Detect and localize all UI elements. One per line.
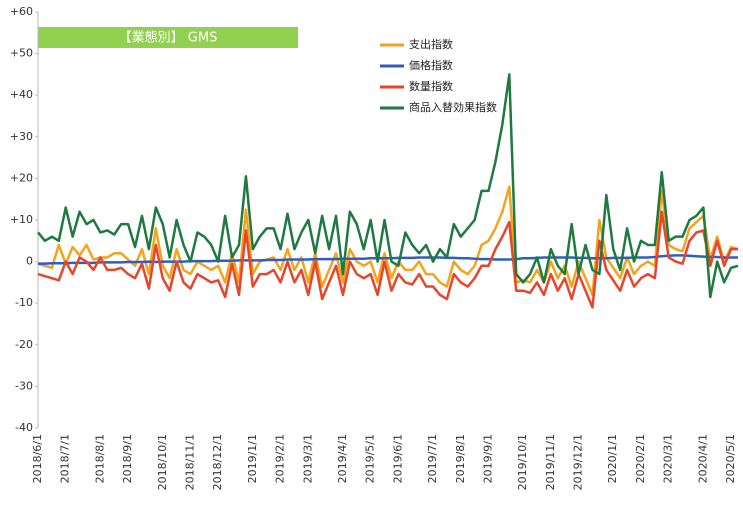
x-tick-label: 2018/7/1 <box>59 434 72 483</box>
x-tick-label: 2019/4/1 <box>336 434 349 483</box>
x-tick-label: 2019/2/1 <box>274 434 287 483</box>
legend-label: 商品入替効果指数 <box>409 100 497 114</box>
x-tick-label: 2019/12/1 <box>572 434 585 490</box>
x-tick-label: 2020/5/1 <box>724 434 737 483</box>
y-tick-label: +40 <box>10 88 33 101</box>
y-tick-label: -20 <box>15 338 33 351</box>
x-tick-label: 2019/5/1 <box>364 434 377 483</box>
x-tick-label: 2018/9/1 <box>121 434 134 483</box>
x-tick-label: 2019/6/1 <box>391 434 404 483</box>
y-tick-label: +60 <box>10 5 33 18</box>
x-tick-label: 2019/8/1 <box>454 434 467 483</box>
legend-label: 価格指数 <box>409 58 453 72</box>
x-tick-label: 2019/1/1 <box>246 434 259 483</box>
x-tick-label: 2018/11/1 <box>183 434 196 490</box>
x-tick-label: 2019/7/1 <box>426 434 439 483</box>
x-tick-label: 2019/3/1 <box>301 434 314 483</box>
x-tick-label: 2018/10/1 <box>156 434 169 490</box>
y-tick-label: +30 <box>10 130 33 143</box>
x-tick-label: 2018/12/1 <box>211 434 224 490</box>
x-tick-label: 2019/10/1 <box>516 434 529 490</box>
x-tick-label: 2020/3/1 <box>662 434 675 483</box>
y-tick-label: 0 <box>26 255 33 268</box>
y-tick-label: -40 <box>15 421 33 434</box>
x-tick-label: 2019/9/1 <box>481 434 494 483</box>
chart-title: 【業態別】 GMS <box>119 30 218 46</box>
title-box <box>38 27 298 48</box>
legend-label: 数量指数 <box>409 79 453 93</box>
y-tick-label: +10 <box>10 213 33 226</box>
y-tick-label: -10 <box>15 296 33 309</box>
series-line <box>37 185 739 297</box>
x-tick-label: 2020/4/1 <box>696 434 709 483</box>
series-line <box>37 210 738 309</box>
x-tick-label: 2018/8/1 <box>93 434 106 483</box>
y-tick-label: +20 <box>10 171 33 184</box>
x-tick-label: 2020/2/1 <box>634 434 647 483</box>
y-tick-label: +50 <box>10 47 33 60</box>
series-line <box>37 73 739 299</box>
x-tick-label: 2020/1/1 <box>606 434 619 483</box>
y-tick-label: -30 <box>15 379 33 392</box>
x-tick-label: 2018/6/1 <box>31 434 44 483</box>
x-tick-label: 2019/11/1 <box>544 434 557 490</box>
legend-label: 支出指数 <box>409 37 453 51</box>
